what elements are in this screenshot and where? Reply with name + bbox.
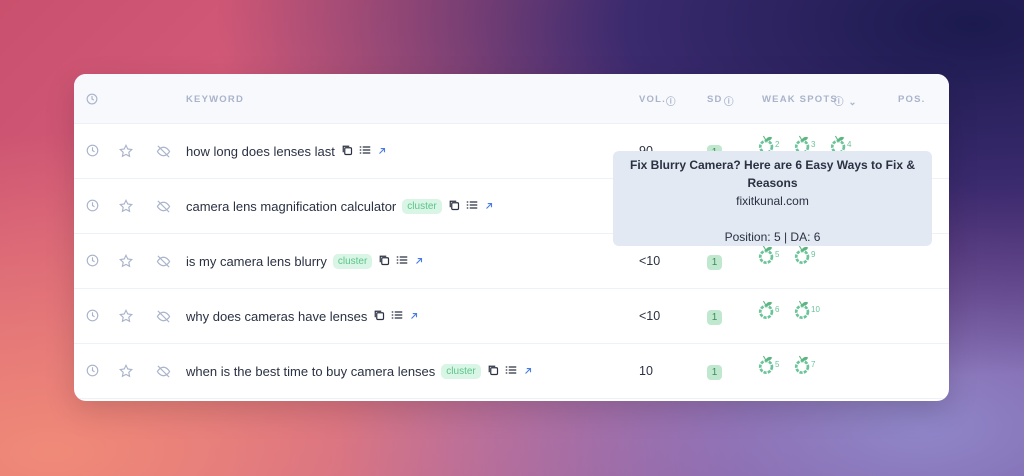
copy-icon[interactable]: [378, 254, 390, 269]
weak-spot-position: 10: [811, 305, 820, 314]
table-row: camera lens magnification calculator clu…: [74, 179, 949, 234]
cluster-badge[interactable]: cluster: [332, 254, 373, 269]
weak-spot-position: 6: [775, 305, 780, 314]
list-icon[interactable]: [466, 199, 478, 214]
weak-spot[interactable]: 10: [794, 299, 824, 325]
list-icon[interactable]: [391, 309, 403, 324]
copy-icon[interactable]: [373, 309, 385, 324]
weak-spot-icon: [794, 355, 812, 380]
hide-icon[interactable]: [156, 364, 171, 378]
weak-spot-position: 5: [775, 360, 780, 369]
header-pos[interactable]: POS.: [898, 94, 926, 105]
volume-value: 10: [639, 364, 653, 378]
history-icon[interactable]: [86, 199, 100, 213]
weak-spot[interactable]: 9: [794, 244, 824, 270]
info-icon[interactable]: ⓘ ⌄: [834, 97, 858, 108]
hide-icon[interactable]: [156, 254, 171, 268]
copy-icon[interactable]: [448, 199, 460, 214]
info-icon[interactable]: ⓘ: [724, 97, 735, 108]
keyword-text[interactable]: is my camera lens blurry: [186, 254, 327, 269]
cluster-badge[interactable]: cluster: [402, 199, 442, 214]
weak-spot-icon: [758, 245, 776, 270]
info-icon[interactable]: ⓘ: [666, 97, 677, 108]
keyword-text[interactable]: camera lens magnification calculator: [186, 199, 397, 214]
weak-spot-icon: [794, 300, 812, 325]
list-icon[interactable]: [505, 364, 517, 379]
table-row: why does cameras have lenses <10 1 6 10: [74, 289, 949, 344]
header-sd[interactable]: SD: [707, 94, 723, 105]
sd-badge: 1: [707, 255, 722, 270]
list-icon[interactable]: [396, 254, 408, 269]
star-icon[interactable]: [118, 143, 134, 158]
history-icon[interactable]: [86, 364, 100, 378]
sd-badge: 1: [707, 310, 722, 325]
sd-badge: 1: [707, 365, 722, 380]
star-icon[interactable]: [118, 198, 134, 213]
history-icon[interactable]: [86, 144, 100, 158]
clock-icon: [86, 93, 98, 105]
history-icon[interactable]: [86, 254, 100, 268]
weak-spot-icon: [794, 245, 812, 270]
tooltip-domain: fixitkunal.com: [736, 194, 809, 208]
weak-spot-position: 9: [811, 250, 816, 259]
external-link-icon[interactable]: [377, 144, 387, 159]
weak-spot-position: 5: [775, 250, 780, 259]
header-weak-spots[interactable]: WEAK SPOTS: [762, 94, 838, 105]
weak-spot[interactable]: 5: [758, 244, 788, 270]
keyword-text[interactable]: when is the best time to buy camera lens…: [186, 364, 436, 379]
hide-icon[interactable]: [156, 199, 171, 213]
header-vol[interactable]: VOL.: [639, 94, 666, 105]
weak-spot[interactable]: 7: [794, 354, 824, 380]
weak-spot-position: 7: [811, 360, 816, 369]
external-link-icon[interactable]: [523, 364, 533, 379]
weak-spot-icon: [758, 300, 776, 325]
volume-value: <10: [639, 309, 661, 323]
table-row: when is the best time to buy camera lens…: [74, 344, 949, 399]
list-icon[interactable]: [359, 144, 371, 159]
external-link-icon[interactable]: [409, 309, 419, 324]
copy-icon[interactable]: [487, 364, 499, 379]
weak-spot-position: 2: [775, 140, 780, 149]
tooltip-title: Fix Blurry Camera? Here are 6 Easy Ways …: [629, 158, 915, 190]
history-icon[interactable]: [86, 309, 100, 323]
cluster-badge[interactable]: cluster: [441, 364, 481, 379]
weak-spots: 6 10: [758, 299, 824, 325]
keyword-text[interactable]: why does cameras have lenses: [186, 309, 368, 324]
tooltip-meta: Position: 5 | DA: 6: [724, 230, 821, 244]
hide-icon[interactable]: [156, 309, 171, 323]
weak-spot-position: 4: [847, 140, 852, 149]
copy-icon[interactable]: [341, 144, 353, 159]
star-icon[interactable]: [118, 253, 134, 268]
keyword-text[interactable]: how long does lenses last: [186, 144, 335, 159]
weak-spot[interactable]: 6: [758, 299, 788, 325]
hide-icon[interactable]: [156, 144, 171, 158]
external-link-icon[interactable]: [414, 254, 424, 269]
star-icon[interactable]: [118, 308, 134, 323]
table-header: KEYWORD VOL. ⓘ SD ⓘ WEAK SPOTS ⓘ ⌄ POS.: [74, 74, 949, 124]
star-icon[interactable]: [118, 363, 134, 378]
weak-spot-icon: [758, 355, 776, 380]
serp-tooltip: Fix Blurry Camera? Here are 6 Easy Ways …: [613, 151, 932, 246]
external-link-icon[interactable]: [484, 199, 494, 214]
table-row: is my camera lens blurry cluster <10 1 5…: [74, 234, 949, 289]
volume-value: <10: [639, 254, 661, 268]
weak-spot[interactable]: 5: [758, 354, 788, 380]
header-keyword[interactable]: KEYWORD: [186, 94, 245, 105]
weak-spot-position: 3: [811, 140, 816, 149]
